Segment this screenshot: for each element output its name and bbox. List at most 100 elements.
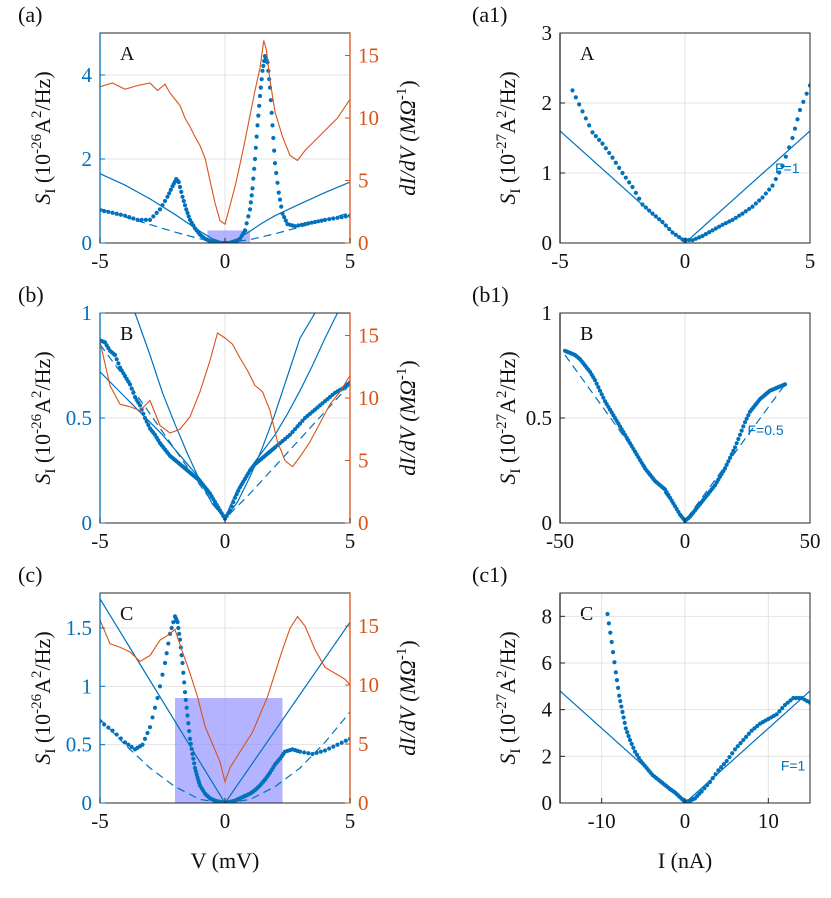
y-label-exp-c: -26 bbox=[29, 693, 45, 713]
y-axis-label-b1: SI (10-27A2/Hz) bbox=[494, 351, 524, 484]
data-point-b1-0-7-0 bbox=[597, 388, 603, 393]
data-point-a1-0-12-0 bbox=[690, 238, 695, 243]
data-point-a-0-11-1 bbox=[185, 210, 190, 215]
data-point-a-0-23-2 bbox=[246, 214, 251, 219]
data-point-a1-0-16-0 bbox=[730, 217, 735, 222]
data-point-c1-0-5-1 bbox=[625, 730, 630, 735]
data-point-a-0-6-2 bbox=[168, 187, 173, 192]
data-point-a1-0-23-1 bbox=[801, 99, 806, 104]
y2-tick-label-c-2: 10 bbox=[358, 673, 379, 697]
data-point-a-0-3-1 bbox=[139, 217, 144, 222]
data-point-b1-0-33-0 bbox=[727, 455, 733, 460]
y-label-exp-a1: -27 bbox=[494, 133, 510, 153]
data-point-a1-0-22-0 bbox=[790, 135, 795, 141]
data-point-a1-0-15-1 bbox=[723, 221, 728, 226]
data-point-a-0-34-2 bbox=[275, 180, 280, 185]
data-point-a1-0-22-1 bbox=[792, 126, 798, 131]
y-label-end-c: /Hz) bbox=[30, 631, 55, 670]
y-label-unit-c1: A bbox=[495, 678, 520, 694]
data-point-a-0-10-2 bbox=[182, 203, 188, 208]
data-point-a-0-11-0 bbox=[184, 207, 189, 212]
data-point-a-0-24-0 bbox=[247, 207, 253, 212]
x-tick-label-c-1: 0 bbox=[220, 809, 231, 833]
data-point-c1-0-7-1 bbox=[634, 752, 640, 757]
data-point-a-0-27-0 bbox=[255, 123, 260, 128]
svg-text:SI (10-27A2/Hz): SI (10-27A2/Hz) bbox=[494, 71, 524, 204]
data-point-c-0-13-2 bbox=[184, 705, 189, 710]
data-point-b1-0-34-0 bbox=[732, 445, 738, 450]
data-point-c-0-13-1 bbox=[183, 697, 188, 703]
data-point-a1-0-6-0 bbox=[630, 184, 635, 190]
data-point-a1-0-1-2 bbox=[587, 123, 592, 128]
data-point-c-0-10-0 bbox=[175, 620, 180, 625]
annotation-b1: F=0.5 bbox=[748, 422, 784, 438]
data-point-c1-0-5-2 bbox=[626, 734, 631, 739]
series-line-a1-1 bbox=[560, 130, 810, 243]
svg-text:dI/dV (MΩ-1): dI/dV (MΩ-1) bbox=[394, 360, 420, 475]
y2-tick-label-b-1: 5 bbox=[358, 449, 369, 473]
data-point-a1-0-23-2 bbox=[804, 91, 809, 96]
data-point-a1-0-4-2 bbox=[617, 165, 622, 170]
y-label-sub-b1: I bbox=[508, 469, 524, 474]
y2-tick-label-b-3: 15 bbox=[358, 324, 379, 348]
data-point-c1-0-1-1 bbox=[610, 650, 616, 655]
panel-label-a1: (a1) bbox=[472, 2, 507, 27]
x-tick-label-c-0: -5 bbox=[91, 809, 109, 833]
x-tick-label-b-2: 5 bbox=[345, 529, 356, 553]
data-point-c-0-10-2 bbox=[177, 631, 182, 636]
series-line-c1-1 bbox=[560, 690, 810, 803]
y-label-unit-exp-c1: 2 bbox=[494, 670, 510, 678]
x-tick-label-a-1: 0 bbox=[220, 249, 231, 273]
data-point-c1-0-28-2 bbox=[780, 706, 785, 711]
series-line-a-1 bbox=[100, 173, 350, 243]
data-point-c1-0-24-0 bbox=[741, 737, 746, 743]
y2-axis-label-a: dI/dV (MΩ-1) bbox=[394, 80, 420, 195]
series-line-c-2 bbox=[100, 711, 350, 803]
data-point-b1-0-34-2 bbox=[736, 436, 741, 442]
data-point-a1-0-19-0 bbox=[760, 195, 765, 200]
y-label-rest-a: (10 bbox=[30, 154, 55, 189]
y-axis-label-a1: SI (10-27A2/Hz) bbox=[494, 71, 524, 204]
y-tick-label-a1-2: 2 bbox=[542, 91, 553, 115]
data-point-b-0-3-0 bbox=[112, 352, 118, 358]
data-point-a1-0-17-0 bbox=[740, 211, 745, 216]
data-point-a1-0-21-0 bbox=[780, 163, 785, 169]
data-point-a1-0-4-0 bbox=[610, 155, 615, 160]
data-point-a-0-38-1 bbox=[296, 223, 301, 228]
sample-label-b: B bbox=[120, 323, 133, 345]
data-point-a-0-5-0 bbox=[157, 207, 163, 212]
data-point-c1-0-6-1 bbox=[629, 741, 634, 746]
data-point-c-0-14-1 bbox=[186, 721, 191, 726]
data-point-a1-0-19-2 bbox=[767, 187, 772, 192]
data-point-c1-0-1-2 bbox=[612, 660, 617, 665]
data-point-c-0-12-0 bbox=[180, 660, 185, 666]
data-point-c-0-16-1 bbox=[191, 756, 196, 761]
data-point-a1-0-2-1 bbox=[593, 134, 598, 139]
y-label-sub-b: I bbox=[43, 469, 59, 474]
y-tick-label-b1-1: 0.5 bbox=[526, 406, 552, 430]
y-label-sub-a1: I bbox=[508, 189, 524, 194]
data-point-c1-0-3-0 bbox=[617, 693, 622, 698]
x-tick-label-a-0: -5 bbox=[91, 249, 109, 273]
data-point-c1-0-25-1 bbox=[752, 726, 757, 731]
data-point-c1-0-24-1 bbox=[744, 734, 749, 739]
series-line-b1-1 bbox=[564, 354, 786, 522]
data-point-c1-0-0-1 bbox=[606, 621, 611, 626]
data-point-a-0-39-2 bbox=[309, 220, 314, 225]
data-point-a-0-25-1 bbox=[251, 176, 256, 181]
y-tick-label-a-0: 0 bbox=[82, 231, 93, 255]
y-tick-label-b1-2: 1 bbox=[542, 301, 553, 325]
data-point-a-0-4-1 bbox=[151, 214, 156, 219]
data-point-a-0-5-2 bbox=[162, 198, 168, 204]
y-tick-label-a1-3: 3 bbox=[542, 21, 553, 45]
y-tick-label-c-0: 0 bbox=[82, 791, 93, 815]
data-point-c-0-8-1 bbox=[169, 625, 174, 631]
data-point-a-0-36-1 bbox=[282, 215, 287, 220]
y2-tick-label-a-2: 10 bbox=[358, 106, 379, 130]
data-point-b1-0-33-1 bbox=[729, 452, 734, 457]
data-point-c1-0-21-2 bbox=[721, 762, 726, 767]
data-point-c-0-13-0 bbox=[182, 690, 188, 695]
data-point-a1-0-5-2 bbox=[627, 180, 632, 185]
y-tick-label-a1-1: 1 bbox=[542, 161, 553, 185]
